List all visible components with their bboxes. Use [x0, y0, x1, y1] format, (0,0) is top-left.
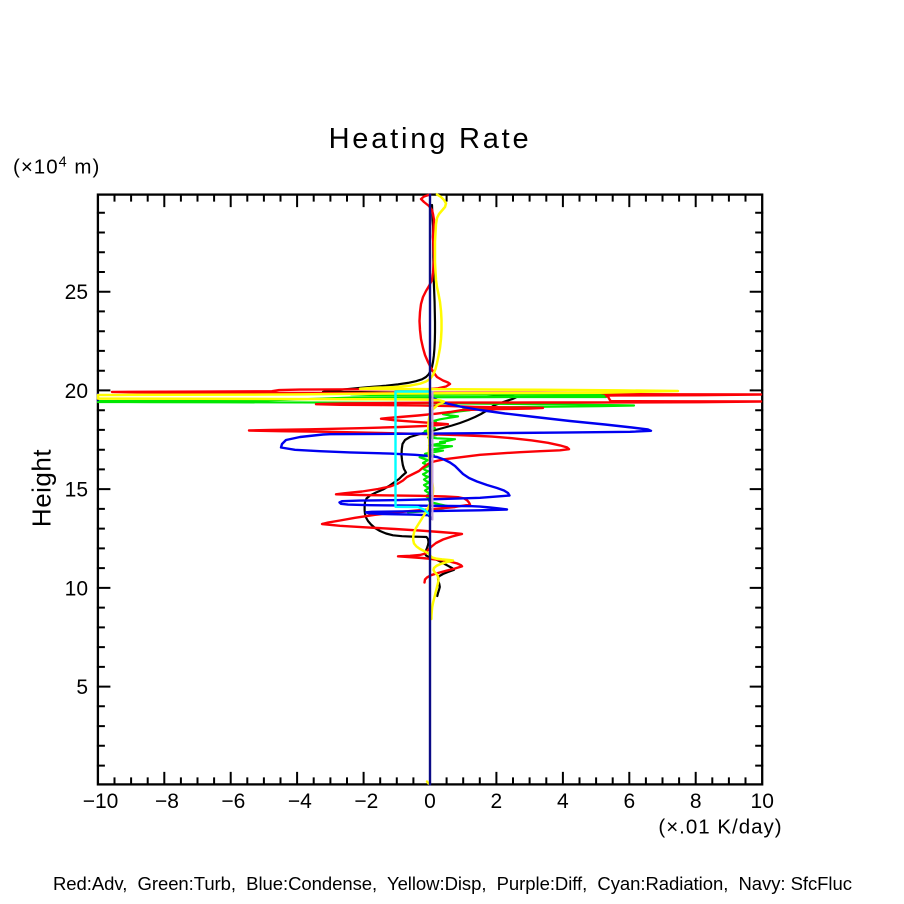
svg-text:15: 15 — [65, 479, 88, 502]
svg-text:(×104 m): (×104 m) — [13, 155, 100, 179]
svg-text:5: 5 — [76, 676, 88, 699]
svg-text:−10: −10 — [83, 790, 119, 813]
svg-text:Height: Height — [27, 449, 57, 527]
svg-text:−2: −2 — [354, 790, 378, 813]
svg-text:6: 6 — [623, 790, 635, 813]
svg-text:2: 2 — [491, 790, 503, 813]
svg-text:0: 0 — [424, 790, 436, 813]
svg-text:10: 10 — [65, 577, 88, 600]
svg-text:−4: −4 — [288, 790, 312, 813]
svg-text:−6: −6 — [221, 790, 245, 813]
svg-text:8: 8 — [690, 790, 702, 813]
svg-text:20: 20 — [65, 380, 88, 403]
svg-text:Heating Rate: Heating Rate — [329, 123, 532, 155]
svg-text:−8: −8 — [155, 790, 179, 813]
svg-text:25: 25 — [65, 281, 88, 304]
svg-text:(×.01 K/day): (×.01 K/day) — [658, 816, 782, 839]
svg-text:4: 4 — [557, 790, 569, 813]
svg-text:10: 10 — [751, 790, 774, 813]
svg-text:Red:Adv, Green:Turb, Blue:Co: Red:Adv, Green:Turb, Blue:Condense, Yell… — [53, 873, 852, 894]
